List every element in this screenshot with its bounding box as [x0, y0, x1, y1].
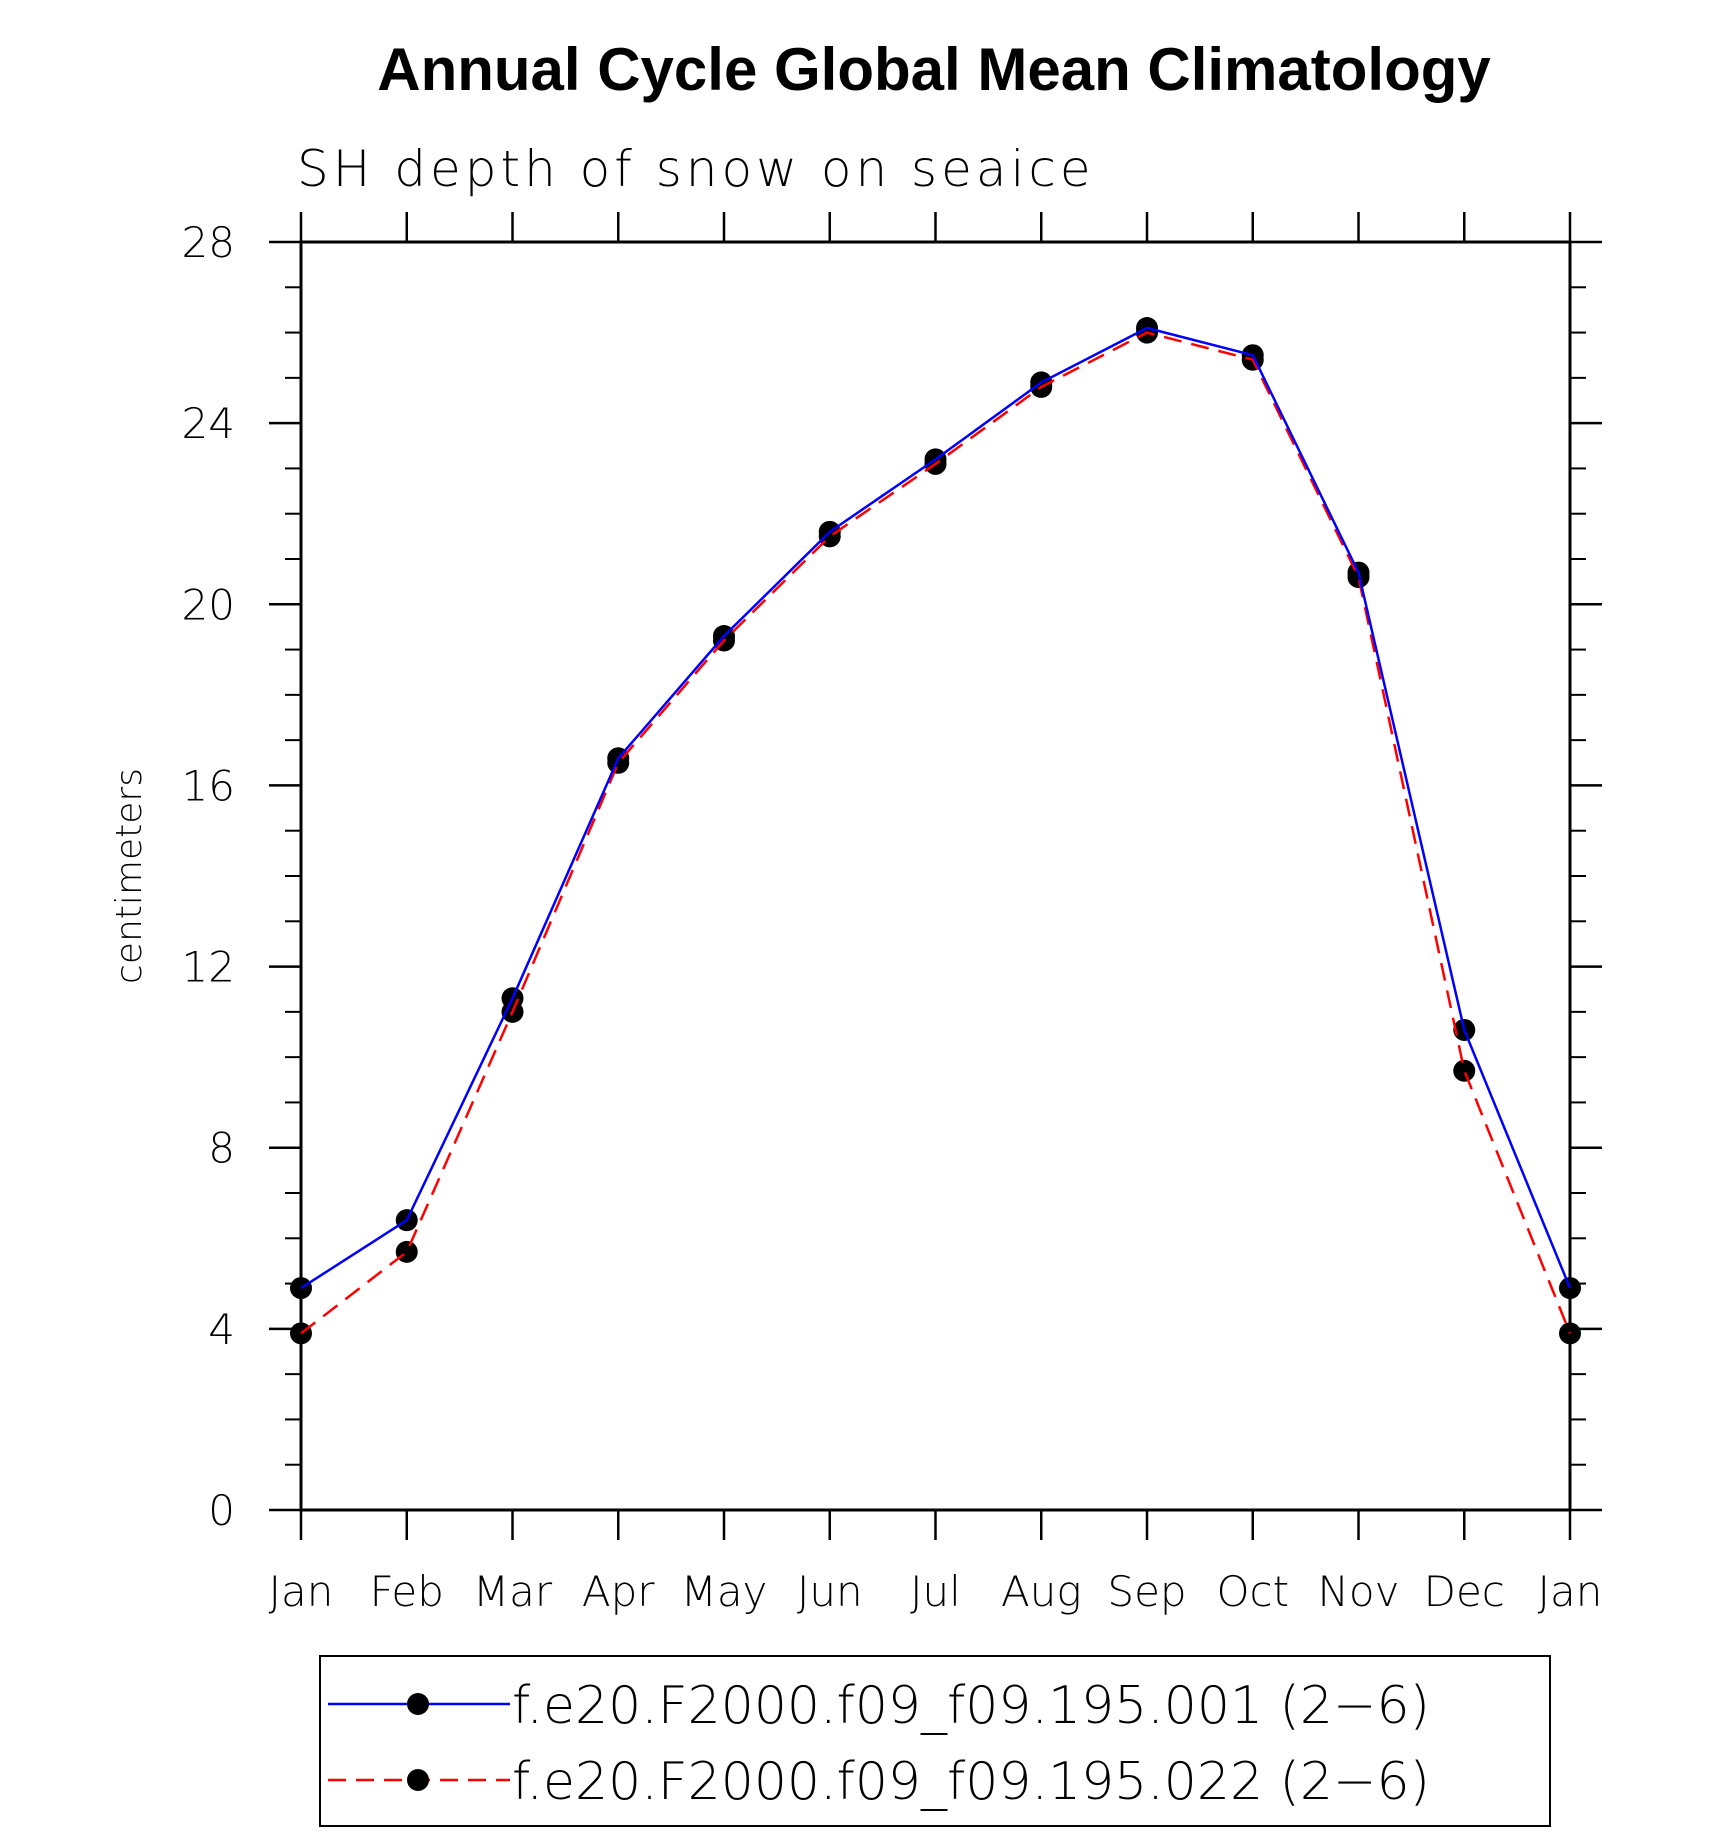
series-2-point: [1453, 1059, 1476, 1082]
y-tick-label: 24: [182, 399, 235, 448]
y-tick-label: 20: [182, 580, 235, 629]
legend-marker-1: [407, 1693, 429, 1715]
y-tick-label: 12: [182, 943, 235, 992]
x-tick-label: Oct: [1216, 1567, 1289, 1616]
y-tick-label: 8: [208, 1124, 235, 1173]
x-tick-label: Jun: [797, 1567, 863, 1616]
series-2-point: [395, 1240, 418, 1263]
x-tick-label: Feb: [370, 1567, 444, 1616]
series-layer: [290, 317, 1581, 1345]
y-tick-label: 16: [182, 761, 235, 810]
chart-subtitle: SH depth of snow on seaice: [297, 140, 1095, 198]
x-tick-label: Sep: [1107, 1567, 1186, 1616]
x-tick-label: Nov: [1318, 1567, 1400, 1616]
series-1-line: [300, 326, 1572, 1290]
y-tick-label: 4: [208, 1305, 235, 1354]
x-tick-label: May: [681, 1567, 768, 1616]
y-axis-label: centimeters: [109, 768, 150, 984]
x-tick-label: Jan: [269, 1567, 334, 1616]
y-tick-label: 0: [208, 1486, 235, 1535]
x-tick-label: Jan: [1538, 1567, 1603, 1616]
ticks-layer: Jan Feb Mar Apr May Jun Jul Aug Sep Oct Nov Dec Jan 0…: [182, 212, 1603, 1616]
legend-label-1: f.e20.F2000.f09_f09.195.001 (2−6): [512, 1676, 1430, 1736]
x-tick-label: Mar: [473, 1567, 553, 1616]
legend-box: [319, 1655, 1551, 1827]
legend-marker-2: [407, 1769, 429, 1791]
legend: f.e20.F2000.f09_f09.195.001 (2−6) f.e20.F…: [319, 1655, 1551, 1827]
legend-label-2: f.e20.F2000.f09_f09.195.022 (2−6): [512, 1752, 1430, 1812]
series-2-line: [300, 331, 1572, 1335]
plot-frame: [299, 240, 1572, 1512]
x-tick-label: Apr: [582, 1567, 655, 1616]
y-tick-label: 28: [182, 218, 235, 267]
x-tick-label: Aug: [1001, 1567, 1082, 1616]
x-tick-label: Dec: [1424, 1567, 1505, 1616]
x-tick-label: Jul: [910, 1567, 961, 1616]
chart-title: Annual Cycle Global Mean Climatology: [377, 36, 1491, 103]
